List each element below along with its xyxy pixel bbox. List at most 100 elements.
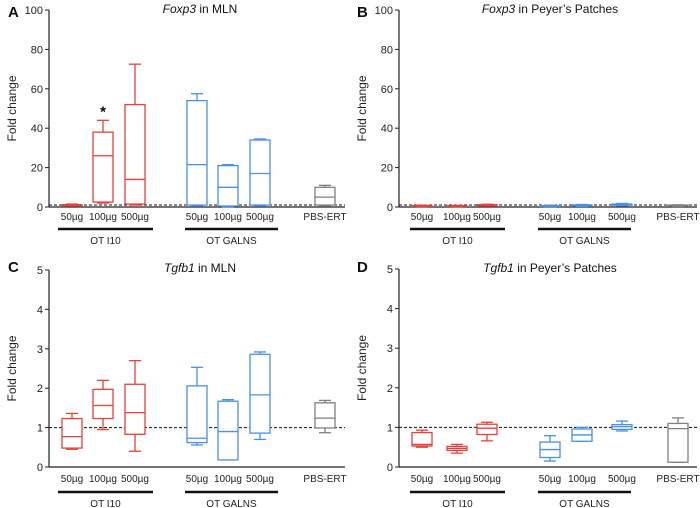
title-gene: Tgfb1 xyxy=(164,261,195,275)
y-tick-label: 60 xyxy=(31,84,43,96)
y-tick-label: 80 xyxy=(31,44,43,56)
panel-a: A Foxp3 in MLN Fold change 0 20 40 60 80 100 50µg… xyxy=(5,2,347,247)
box-4 xyxy=(571,203,593,208)
box-5 xyxy=(249,138,271,207)
box-iqr xyxy=(249,139,271,206)
title-gene: Foxp3 xyxy=(482,2,516,16)
y-tick-label: 4 xyxy=(387,304,393,316)
category-label: 500µg xyxy=(121,212,149,223)
category-label: 50µg xyxy=(61,212,83,223)
y-axis-label: Fold change xyxy=(5,335,19,401)
box-0 xyxy=(61,203,83,207)
box-iqr xyxy=(411,431,433,447)
box-iqr xyxy=(186,385,208,444)
box-0 xyxy=(411,429,433,448)
y-tick-label: 5 xyxy=(37,265,43,277)
box-2 xyxy=(476,203,498,207)
category-label: 100µg xyxy=(214,474,242,485)
box-iqr xyxy=(314,186,336,206)
box-1 xyxy=(92,379,114,431)
box-5 xyxy=(611,202,633,207)
title-gene: Tgfb1 xyxy=(483,261,514,275)
category-label: 500µg xyxy=(608,474,636,485)
group-label: OT I10 xyxy=(442,236,473,247)
y-tick-label: 2 xyxy=(387,383,393,395)
y-tick-label: 0 xyxy=(37,462,43,474)
group-label: OT I10 xyxy=(442,499,473,508)
category-label: PBS-ERT xyxy=(656,474,699,485)
box-5 xyxy=(611,420,633,432)
group-label: OT I10 xyxy=(90,236,121,247)
box-0 xyxy=(411,204,433,208)
box-iqr xyxy=(217,400,239,461)
box-3 xyxy=(539,204,561,208)
panel-b: B Foxp3 in Peyer’s Patches Fold change 0 20 4… xyxy=(355,2,700,247)
y-tick-label: 0 xyxy=(387,202,393,214)
category-label: 50µg xyxy=(61,474,83,485)
y-tick-label: 4 xyxy=(37,304,43,316)
y-tick-label: 1 xyxy=(387,422,393,434)
y-tick-label: 40 xyxy=(31,123,43,135)
y-tick-label: 3 xyxy=(387,343,393,355)
category-label: 100µg xyxy=(89,212,117,223)
box-2 xyxy=(476,421,498,442)
panel-letter: A xyxy=(8,4,19,21)
y-tick-label: 100 xyxy=(375,5,393,17)
category-label: 100µg xyxy=(443,474,471,485)
y-tick-label: 20 xyxy=(31,163,43,175)
y-tick-label: 2 xyxy=(37,383,43,395)
group-label: OT GALNS xyxy=(206,499,257,508)
box-2 xyxy=(124,359,146,452)
category-label: 500µg xyxy=(246,212,274,223)
category-label: 50µg xyxy=(186,212,208,223)
box-0 xyxy=(61,412,83,450)
panel-title: Foxp3 in MLN xyxy=(163,2,238,16)
box-6 xyxy=(667,204,689,208)
category-label: 100µg xyxy=(568,212,596,223)
y-axis-label: Fold change xyxy=(355,75,369,141)
panel-title: Tgfb1 in Peyer’s Patches xyxy=(483,261,617,275)
box-iqr xyxy=(92,131,114,203)
box-iqr xyxy=(667,422,689,463)
group-label: OT I10 xyxy=(90,499,121,508)
title-rest: in MLN xyxy=(195,261,236,275)
box-1 xyxy=(92,119,114,204)
title-rest: in Peyer’s Patches xyxy=(515,2,618,16)
y-tick-label: 100 xyxy=(25,5,43,17)
category-label: 50µg xyxy=(539,212,561,223)
box-iqr xyxy=(476,423,498,436)
box-4 xyxy=(217,398,239,461)
box-6 xyxy=(667,417,689,463)
box-4 xyxy=(217,163,239,208)
y-tick-label: 3 xyxy=(37,344,43,356)
y-tick-label: 20 xyxy=(381,163,393,175)
category-label: 100µg xyxy=(443,212,471,223)
box-1 xyxy=(446,204,468,208)
category-label: 50µg xyxy=(539,474,561,485)
box-5 xyxy=(249,351,271,441)
panel-letter: C xyxy=(8,259,19,276)
box-iqr xyxy=(92,388,114,420)
y-tick-label: 1 xyxy=(37,423,43,435)
box-iqr xyxy=(124,103,146,205)
y-tick-label: 40 xyxy=(381,123,393,135)
category-label: 500µg xyxy=(121,474,149,485)
box-3 xyxy=(186,93,208,207)
panel-letter: D xyxy=(357,259,368,276)
box-iqr xyxy=(217,164,239,207)
panel-title: Foxp3 in Peyer’s Patches xyxy=(482,2,618,16)
panel-c: C Tgfb1 in MLN Fold change 0 1 2 3 4 5 50µg 100µg 5… xyxy=(5,259,347,508)
group-label: OT GALNS xyxy=(559,236,610,247)
title-rest: in Peyer’s Patches xyxy=(514,261,617,275)
category-label: PBS-ERT xyxy=(303,474,346,485)
category-label: 500µg xyxy=(246,474,274,485)
group-label: OT GALNS xyxy=(206,236,257,247)
panel-title: Tgfb1 in MLN xyxy=(164,261,236,275)
y-tick-label: 0 xyxy=(387,462,393,474)
category-label: 100µg xyxy=(89,474,117,485)
y-tick-label: 0 xyxy=(37,202,43,214)
panel-letter: B xyxy=(357,4,368,21)
box-3 xyxy=(186,366,208,446)
y-axis-label: Fold change xyxy=(355,335,369,401)
